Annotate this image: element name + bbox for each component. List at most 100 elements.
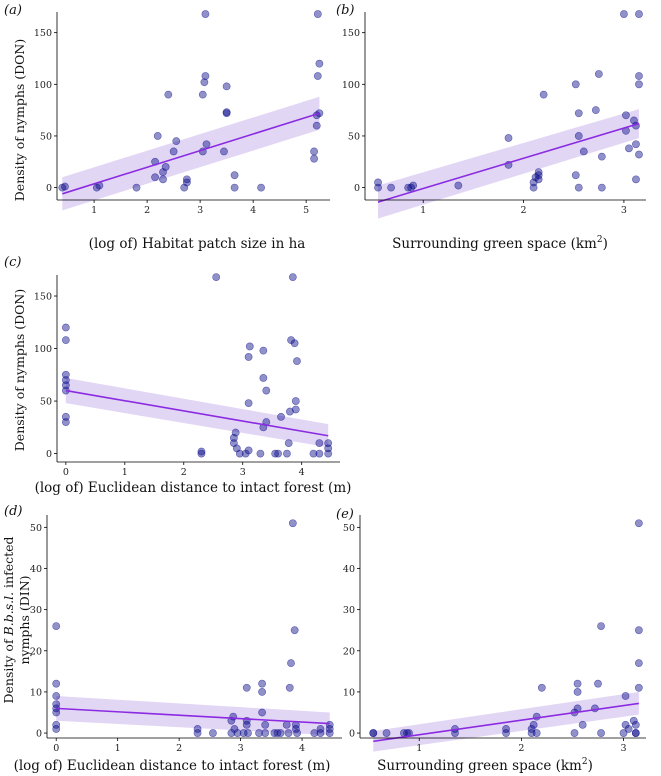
panel-d-y-tick-label: 40 — [30, 564, 42, 575]
panel-c-point — [212, 273, 221, 282]
panel-e-point — [597, 622, 605, 630]
panel-d-y-label-post: infected — [1, 536, 16, 591]
panel-d-point — [316, 725, 325, 733]
panel-a-point — [312, 121, 321, 130]
panel-a-point — [201, 72, 210, 80]
panel-c-x-label: (log of) Euclidean distance to intact fo… — [35, 480, 352, 496]
panel-c-point — [235, 449, 244, 458]
panel-e-point — [573, 679, 582, 688]
panel-b-point — [635, 10, 643, 18]
panel-c-point — [61, 412, 70, 421]
panel-b-x-label-end: ) — [603, 236, 608, 252]
panel-d-point — [52, 720, 61, 729]
panel-a-point — [310, 147, 318, 156]
panel-b-confidence-band — [378, 109, 639, 219]
panel-e-point — [532, 729, 541, 737]
panel-e-tag: (e) — [336, 507, 354, 522]
panel-b-x-tick-label: 1 — [420, 205, 426, 216]
panel-a-y-tick-label: 50 — [40, 131, 52, 142]
panel-e-point — [573, 688, 582, 696]
panel-a-point — [310, 154, 318, 163]
panel-d-y-tick-label: 50 — [30, 523, 42, 534]
panel-a-point — [222, 82, 231, 91]
panel-c: (c) 0 1 2 3 4 0 50 100 150 (log of) Euclidean di… — [4, 255, 351, 496]
panel-d-x-tick-label: 2 — [176, 743, 182, 754]
panel-a-point — [222, 108, 231, 117]
panel-d-point — [255, 729, 263, 737]
panel-b: (b) 1 2 3 0 50 100 150 Surrounding green space… — [336, 3, 646, 252]
panel-d-point — [270, 729, 279, 737]
panel-d-point — [193, 729, 202, 737]
panel-c-point — [277, 412, 285, 421]
panel-c-point — [324, 449, 333, 458]
panel-e-x-label-end: ) — [588, 758, 593, 774]
panel-e-point — [624, 725, 633, 733]
panel-a-point — [230, 183, 239, 192]
panel-b-point — [579, 147, 588, 156]
panel-e-point — [634, 519, 643, 528]
panel-d-x-tick-label: 3 — [238, 743, 244, 754]
panel-d-point — [227, 729, 236, 737]
panel-c-point — [61, 370, 70, 379]
panel-e-point — [634, 626, 643, 635]
panel-d-x-label: (log of) Euclidean distance to intact fo… — [14, 758, 331, 774]
panel-d-point — [285, 683, 294, 692]
panel-d-point — [242, 720, 251, 729]
panel-a-point — [201, 10, 210, 18]
panel-c-y-tick-label: 50 — [40, 397, 52, 408]
panel-a-point — [202, 140, 211, 149]
panel-c-point — [290, 339, 299, 348]
panel-c-point — [288, 273, 297, 282]
panel-d-point — [258, 688, 267, 696]
panel-a-point — [313, 10, 322, 18]
panel-e-point — [597, 729, 605, 737]
panel-d-point — [290, 626, 299, 635]
panel-c-x-tick-label: 3 — [240, 467, 246, 478]
panel-e-point — [634, 659, 643, 668]
panel-b-point — [504, 134, 513, 142]
panel-a-point — [132, 183, 141, 192]
panel-d-point — [261, 729, 270, 737]
panel-e-x-label-sup: 2 — [582, 757, 588, 767]
panel-d-point — [293, 729, 302, 737]
panel-d-point — [325, 720, 334, 729]
panel-d-tag: (d) — [4, 504, 22, 519]
panel-d-point — [52, 700, 61, 709]
panel-e-point — [573, 704, 582, 713]
panel-c-point — [241, 449, 250, 458]
panel-d-point — [282, 720, 291, 729]
panel-e-point — [629, 716, 638, 725]
panel-d-y-label-pre: Density of — [1, 635, 16, 703]
panel-d-x-tick-label: 4 — [299, 743, 305, 754]
panel-b-y-tick-label: 0 — [354, 183, 360, 194]
panel-e-x-label: Surrounding green space (km2) — [377, 757, 593, 774]
panel-a-tag: (a) — [4, 3, 22, 18]
panel-d-y-tick-label: 0 — [36, 729, 42, 740]
panel-a-x-tick-label: 3 — [197, 205, 203, 216]
panel-b-x-label-sup: 2 — [597, 235, 603, 245]
panel-d-point — [52, 622, 61, 630]
panel-c-point — [315, 449, 324, 458]
panel-e-y-tick-label: 50 — [343, 523, 355, 534]
panel-c-point — [244, 446, 253, 455]
panel-b-point — [594, 70, 603, 78]
panel-c-y-tick-label: 0 — [46, 449, 52, 460]
panel-b-point — [387, 183, 395, 192]
panel-d-point — [325, 725, 334, 733]
panel-c-plot: 0 1 2 3 4 0 50 100 150 — [34, 273, 340, 478]
panel-d-point — [284, 729, 293, 737]
panel-b-tag: (b) — [336, 3, 354, 18]
panel-b-x-tick-label: 2 — [521, 205, 527, 216]
panel-c-point — [291, 397, 300, 405]
panel-c-point — [324, 439, 333, 447]
panel-e-point — [591, 704, 599, 713]
panel-a-point — [315, 59, 324, 68]
panel-c-fit-line — [65, 389, 329, 437]
panel-d-y-label-line1: Density of B.b.s.l. infected — [1, 536, 16, 703]
panel-d-point — [258, 679, 267, 688]
panel-d-point — [273, 729, 282, 737]
panel-c-point — [244, 399, 253, 408]
panel-b-point — [539, 90, 548, 99]
panel-a-point — [61, 182, 69, 191]
